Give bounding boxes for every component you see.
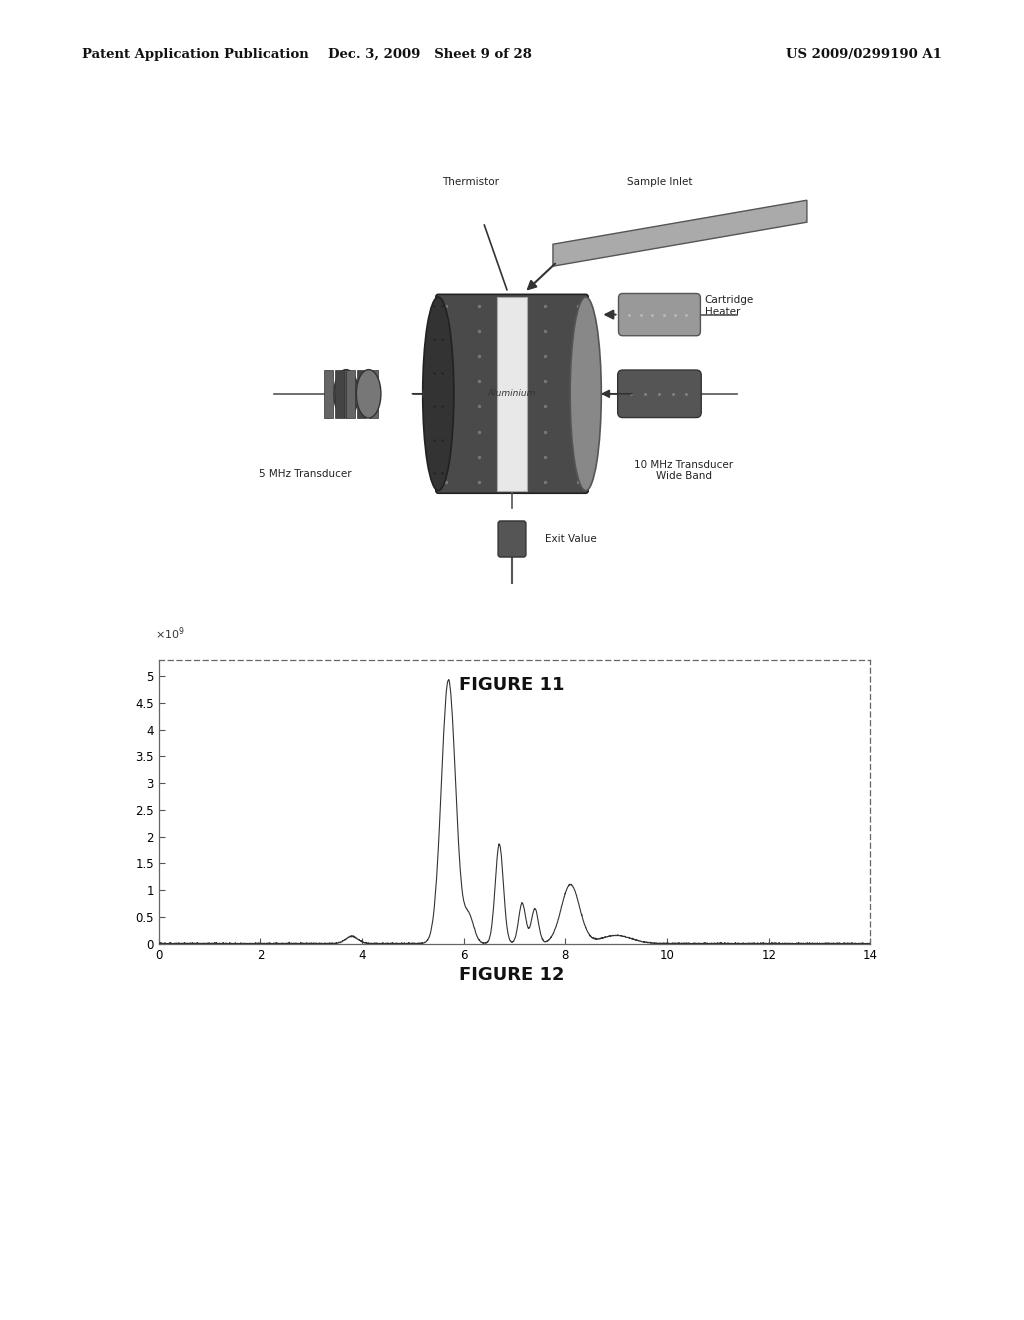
Bar xyxy=(324,370,333,418)
Text: Cartridge
Heater: Cartridge Heater xyxy=(705,294,754,317)
FancyBboxPatch shape xyxy=(498,521,526,557)
Text: Sample Inlet: Sample Inlet xyxy=(627,177,692,187)
Text: Aluminium: Aluminium xyxy=(487,389,537,399)
Ellipse shape xyxy=(356,370,381,418)
Text: FIGURE 12: FIGURE 12 xyxy=(459,966,565,985)
Bar xyxy=(335,370,344,418)
Bar xyxy=(369,370,378,418)
Text: 10 MHz Transducer
Wide Band: 10 MHz Transducer Wide Band xyxy=(635,459,733,482)
Text: US 2009/0299190 A1: US 2009/0299190 A1 xyxy=(786,48,942,61)
Text: $\times 10^9$: $\times 10^9$ xyxy=(156,624,185,642)
Ellipse shape xyxy=(570,297,601,491)
Text: 5 MHz Transducer: 5 MHz Transducer xyxy=(259,469,351,479)
Text: Thermistor: Thermistor xyxy=(442,177,500,187)
Bar xyxy=(346,370,355,418)
Bar xyxy=(498,297,526,491)
Text: Patent Application Publication: Patent Application Publication xyxy=(82,48,308,61)
FancyBboxPatch shape xyxy=(436,294,588,494)
Ellipse shape xyxy=(334,370,358,418)
FancyBboxPatch shape xyxy=(617,370,701,417)
Polygon shape xyxy=(553,201,807,267)
Ellipse shape xyxy=(423,297,454,491)
Text: FIGURE 11: FIGURE 11 xyxy=(459,676,565,694)
FancyBboxPatch shape xyxy=(618,293,700,335)
Bar xyxy=(357,370,367,418)
Text: Exit Value: Exit Value xyxy=(545,535,597,544)
Text: Dec. 3, 2009   Sheet 9 of 28: Dec. 3, 2009 Sheet 9 of 28 xyxy=(328,48,532,61)
